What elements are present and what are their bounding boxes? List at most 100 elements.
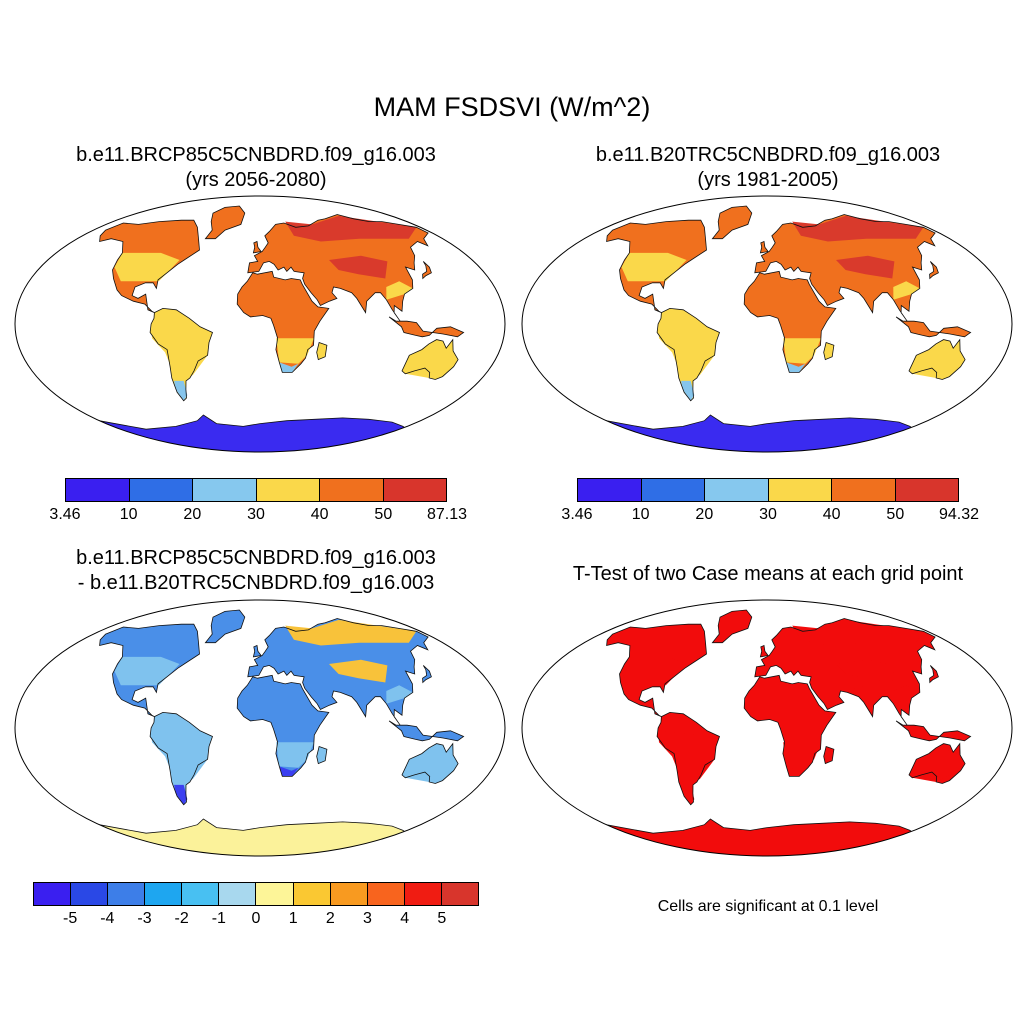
land-antarctica (606, 415, 914, 452)
region-siberia (792, 215, 924, 242)
region-south-africa (279, 362, 299, 373)
coastline-eurasia (754, 618, 936, 726)
region-south-africa (786, 362, 806, 373)
colorbar-tick-label: -2 (174, 910, 189, 927)
map-ttest (521, 599, 1013, 857)
colorbar-case2-labels: 3.46 10 20 30 40 50 94.32 (561, 506, 979, 526)
region-east-asia (893, 685, 920, 704)
colorbar-tick-label: 10 (631, 506, 650, 523)
coastline-greenland (711, 205, 753, 240)
region-north-america (621, 656, 687, 686)
colorbar-box (193, 479, 257, 501)
coastline-eurasia (754, 214, 936, 322)
panel-title-diff-line2: - b.e11.B20TRC5CNBDRD.f09_g16.003 (77, 572, 435, 594)
coastline-uk (759, 644, 769, 658)
colorbar-tick-label: -4 (100, 910, 115, 927)
region-siberia (285, 215, 417, 242)
region-patagonia (174, 380, 188, 401)
land-uk (760, 241, 769, 253)
colorbar-box (705, 479, 769, 501)
region-north-america (114, 252, 180, 282)
colorbar-tick-label: 30 (759, 506, 777, 523)
colorbar-tick-label: 30 (247, 506, 265, 523)
coastline-eurasia (247, 214, 429, 322)
map-border (14, 599, 506, 857)
region-north-america (621, 252, 687, 282)
panel-title-case2-line2: (yrs 1981-2005) (697, 169, 839, 191)
coastline-southAmerica (656, 711, 720, 806)
coastline-southAmerica (149, 711, 213, 806)
colorbar-tick-label: 3 (363, 910, 372, 927)
land-greenland (205, 610, 245, 643)
colorbar-tick-label: 40 (310, 506, 329, 523)
land-uk (253, 645, 262, 657)
map-case2 (521, 195, 1013, 453)
colorbar-box (832, 479, 896, 501)
region-australia (912, 747, 963, 782)
region-australia (405, 747, 456, 782)
colorbar-diff-labels: -5 -4 -3 -2 -1 0 1 2 3 4 5 (33, 910, 479, 930)
region-south-asia (853, 685, 886, 697)
colorbar-tick-label: 3.46 (49, 506, 81, 523)
region-south-asia (853, 281, 886, 293)
coastline-northAmerica (99, 219, 200, 313)
panel-title-case1: b.e11.BRCP85C5CNBDRD.f09_g16.003 (yrs 20… (0, 143, 512, 193)
region-south-africa (279, 766, 299, 777)
colorbar-box (441, 883, 478, 905)
coastline-greenland (204, 609, 246, 644)
significance-note: Cells are significant at 0.1 level (657, 898, 879, 915)
panel-title-diff-line1: b.e11.BRCP85C5CNBDRD.f09_g16.003 (76, 547, 436, 569)
region-siberia (285, 619, 417, 646)
coastline-greenland (711, 609, 753, 644)
coastline-australia (908, 742, 966, 784)
coastline-indonesia (895, 316, 972, 338)
panel-title-ttest-line1: T-Test of two Case means at each grid po… (572, 563, 964, 585)
colorbar-tick-label: -5 (63, 910, 78, 927)
land-uk (253, 241, 262, 253)
coastline-madagascar (316, 745, 328, 765)
land-greenland (712, 610, 752, 643)
land-madagascar (823, 342, 834, 360)
coastline-japan (929, 665, 939, 684)
coastline-australia (908, 338, 966, 380)
colorbar-box (219, 883, 257, 905)
land-japan (929, 261, 939, 279)
coastline-southAmerica (149, 307, 213, 402)
coastline-madagascar (823, 745, 835, 765)
colorbar-tick-label: 94.32 (938, 506, 980, 523)
land-indonesia (896, 316, 971, 337)
panel-title-diff: b.e11.BRCP85C5CNBDRD.f09_g16.003 - b.e11… (0, 546, 512, 596)
colorbar-tick-label: 87.13 (426, 506, 468, 523)
coastline-africa (743, 674, 837, 777)
colorbar-tick-label: 50 (374, 506, 393, 523)
colorbar-box (66, 479, 130, 501)
map-border (521, 599, 1013, 857)
coastline-uk (759, 240, 769, 254)
region-south-america (658, 730, 715, 782)
coastline-japan (422, 261, 432, 280)
colorbar-box (320, 479, 384, 501)
region-south-america (658, 326, 715, 378)
land-indonesia (389, 720, 464, 741)
colorbar-box (578, 479, 642, 501)
coastline-japan (422, 665, 432, 684)
colorbar-tick-label: -3 (137, 910, 152, 927)
region-central-asia (836, 255, 895, 279)
land-indonesia (896, 720, 971, 741)
colorbar-box (129, 479, 193, 501)
region-southern-africa (783, 742, 821, 768)
region-patagonia (681, 380, 695, 401)
coastline-japan (929, 261, 939, 280)
coastline-northAmerica (99, 623, 200, 717)
coastline-indonesia (388, 720, 465, 742)
colorbar-box (256, 479, 320, 501)
region-south-america (151, 326, 208, 378)
panel-title-case2: b.e11.B20TRC5CNBDRD.f09_g16.003 (yrs 198… (512, 143, 1024, 193)
land-antarctica (99, 819, 407, 856)
coastline-greenland (204, 205, 246, 240)
map-border (521, 195, 1013, 453)
colorbar-box (383, 479, 446, 501)
land-greenland (712, 206, 752, 239)
colorbar-box (367, 883, 405, 905)
coastline-madagascar (823, 341, 835, 361)
